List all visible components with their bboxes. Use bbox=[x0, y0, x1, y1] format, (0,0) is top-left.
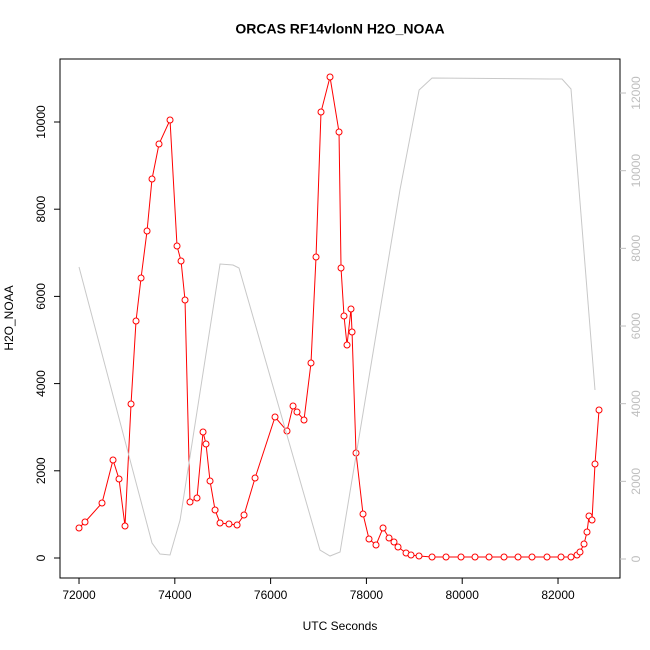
y2-tick-label: 12000 bbox=[629, 76, 643, 110]
data-point bbox=[202, 440, 210, 448]
y-tick-label: 4000 bbox=[34, 370, 48, 397]
y2-tick-label: 0 bbox=[629, 555, 643, 562]
data-point bbox=[193, 494, 201, 502]
y-axis-label: H2O_NOAA bbox=[2, 285, 16, 350]
data-point bbox=[340, 312, 348, 320]
data-point bbox=[595, 406, 603, 414]
data-point bbox=[583, 528, 591, 536]
data-point bbox=[98, 499, 106, 507]
data-point bbox=[428, 553, 436, 561]
data-point bbox=[233, 521, 241, 529]
x-axis-label: UTC Seconds bbox=[303, 619, 378, 633]
data-point bbox=[300, 416, 308, 424]
data-point bbox=[177, 257, 185, 265]
data-point bbox=[543, 553, 551, 561]
data-point bbox=[390, 538, 398, 546]
data-point bbox=[211, 506, 219, 514]
y-tick-label: 2000 bbox=[34, 457, 48, 484]
data-point bbox=[500, 553, 508, 561]
data-point bbox=[289, 402, 297, 410]
data-point bbox=[293, 408, 301, 416]
data-point bbox=[343, 341, 351, 349]
data-point bbox=[557, 553, 565, 561]
plot-frame bbox=[59, 58, 621, 579]
data-point bbox=[199, 428, 207, 436]
data-point bbox=[407, 551, 415, 559]
y-tick-label: 0 bbox=[34, 554, 48, 561]
data-point bbox=[471, 553, 479, 561]
x-tick-label: 74000 bbox=[158, 588, 192, 602]
y-tick-label: 6000 bbox=[34, 283, 48, 310]
data-point bbox=[576, 548, 584, 556]
data-point bbox=[348, 328, 356, 336]
y2-tick-label: 8000 bbox=[629, 235, 643, 262]
y2-tick-label: 4000 bbox=[629, 390, 643, 417]
data-point bbox=[365, 535, 373, 543]
data-point bbox=[148, 175, 156, 183]
series-line bbox=[78, 76, 600, 558]
data-point bbox=[580, 540, 588, 548]
series-line bbox=[78, 77, 596, 557]
data-point bbox=[271, 413, 279, 421]
x-tick-label: 78000 bbox=[350, 588, 384, 602]
data-point bbox=[143, 227, 151, 235]
data-point bbox=[359, 510, 367, 518]
data-point bbox=[317, 108, 325, 116]
data-point bbox=[127, 400, 135, 408]
x-tick-label: 76000 bbox=[254, 588, 288, 602]
data-point bbox=[379, 524, 387, 532]
data-point bbox=[335, 128, 343, 136]
data-point bbox=[137, 274, 145, 282]
data-point bbox=[155, 140, 163, 148]
y2-tick-label: 10000 bbox=[629, 154, 643, 188]
data-point bbox=[81, 518, 89, 526]
y2-tick-label: 6000 bbox=[629, 312, 643, 339]
data-point bbox=[121, 522, 129, 530]
data-point bbox=[312, 253, 320, 261]
data-point bbox=[394, 543, 402, 551]
data-point bbox=[225, 520, 233, 528]
data-point bbox=[567, 553, 575, 561]
data-point bbox=[181, 296, 189, 304]
data-point bbox=[347, 305, 355, 313]
data-point bbox=[442, 553, 450, 561]
data-point bbox=[206, 477, 214, 485]
data-point bbox=[514, 553, 522, 561]
x-tick-label: 80000 bbox=[446, 588, 480, 602]
data-point bbox=[132, 317, 140, 325]
data-point bbox=[240, 511, 248, 519]
data-point bbox=[457, 553, 465, 561]
data-point bbox=[588, 516, 596, 524]
y-tick-label: 8000 bbox=[34, 196, 48, 223]
data-point bbox=[115, 475, 123, 483]
data-point bbox=[109, 456, 117, 464]
data-point bbox=[216, 519, 224, 527]
y-tick-label: 10000 bbox=[34, 105, 48, 139]
data-point bbox=[591, 460, 599, 468]
data-point bbox=[251, 474, 259, 482]
data-point bbox=[307, 359, 315, 367]
x-tick-label: 72000 bbox=[62, 588, 96, 602]
y2-tick-label: 2000 bbox=[629, 468, 643, 495]
data-point bbox=[166, 116, 174, 124]
data-point bbox=[372, 541, 380, 549]
data-point bbox=[186, 498, 194, 506]
data-point bbox=[75, 524, 83, 532]
data-point bbox=[326, 73, 334, 81]
data-point bbox=[415, 552, 423, 560]
x-tick-label: 82000 bbox=[541, 588, 575, 602]
data-point bbox=[385, 534, 393, 542]
data-point bbox=[485, 553, 493, 561]
data-point bbox=[528, 553, 536, 561]
data-point bbox=[337, 264, 345, 272]
data-point bbox=[173, 242, 181, 250]
chart-title: ORCAS RF14vlonN H2O_NOAA bbox=[235, 21, 444, 37]
